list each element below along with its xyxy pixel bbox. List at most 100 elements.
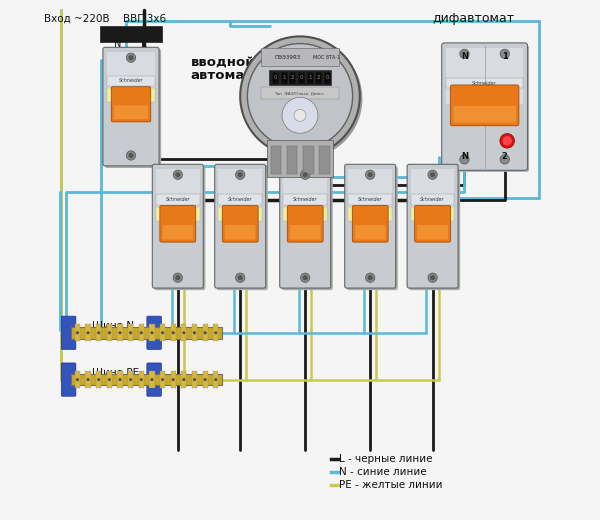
Circle shape <box>203 331 206 334</box>
Bar <box>307 72 314 84</box>
Bar <box>160 324 165 341</box>
Bar <box>349 169 392 221</box>
Circle shape <box>182 378 185 381</box>
Text: вводной: вводной <box>191 56 256 69</box>
Bar <box>107 88 155 102</box>
Circle shape <box>97 378 100 381</box>
Circle shape <box>182 331 185 334</box>
Circle shape <box>214 331 217 334</box>
Bar <box>128 324 133 341</box>
Bar <box>107 52 155 101</box>
FancyBboxPatch shape <box>105 49 161 168</box>
Bar <box>446 48 523 104</box>
Bar <box>100 26 162 42</box>
Circle shape <box>282 97 318 133</box>
Circle shape <box>238 172 243 177</box>
Text: Вход ~220В: Вход ~220В <box>44 14 110 24</box>
FancyBboxPatch shape <box>415 205 451 242</box>
Text: 2: 2 <box>502 152 508 161</box>
Bar <box>324 72 331 84</box>
Text: МОС 8ТА-1: МОС 8ТА-1 <box>313 55 341 60</box>
FancyBboxPatch shape <box>222 205 258 242</box>
Circle shape <box>151 378 154 381</box>
Text: L: L <box>141 39 147 49</box>
Bar <box>75 371 80 388</box>
Bar <box>107 324 112 341</box>
Circle shape <box>173 170 182 179</box>
Bar <box>218 207 262 222</box>
Circle shape <box>172 331 175 334</box>
Bar <box>271 146 281 174</box>
Circle shape <box>500 134 514 148</box>
Circle shape <box>243 39 362 159</box>
Circle shape <box>500 155 509 164</box>
FancyBboxPatch shape <box>111 87 151 122</box>
Circle shape <box>500 49 509 59</box>
FancyBboxPatch shape <box>287 205 323 242</box>
Bar <box>160 371 165 388</box>
Text: 0: 0 <box>326 75 329 81</box>
Bar <box>181 324 187 341</box>
Circle shape <box>460 155 469 164</box>
Bar <box>71 327 222 339</box>
Circle shape <box>365 170 375 179</box>
Circle shape <box>301 170 310 179</box>
Bar <box>149 324 155 341</box>
Bar <box>156 207 200 222</box>
Circle shape <box>236 273 245 282</box>
Circle shape <box>127 53 136 62</box>
FancyBboxPatch shape <box>417 225 448 240</box>
Bar <box>261 87 339 99</box>
Circle shape <box>140 331 143 334</box>
FancyBboxPatch shape <box>280 164 331 288</box>
Circle shape <box>368 172 373 177</box>
Circle shape <box>140 378 143 381</box>
FancyBboxPatch shape <box>282 166 333 290</box>
Circle shape <box>151 331 154 334</box>
Bar <box>446 79 523 88</box>
Text: Шина РЕ: Шина РЕ <box>92 368 139 379</box>
Bar <box>181 371 187 388</box>
Bar <box>75 324 80 341</box>
Circle shape <box>460 49 469 59</box>
Text: Schneider: Schneider <box>228 197 253 202</box>
Text: Schneider: Schneider <box>293 197 317 202</box>
Bar <box>170 324 176 341</box>
Bar <box>283 169 327 221</box>
FancyBboxPatch shape <box>454 106 516 123</box>
Circle shape <box>175 172 181 177</box>
Text: B10: B10 <box>421 209 444 219</box>
Circle shape <box>214 378 217 381</box>
Text: 0: 0 <box>274 75 277 81</box>
Bar <box>269 70 331 85</box>
Bar <box>218 169 262 221</box>
Circle shape <box>76 378 79 381</box>
Circle shape <box>175 275 181 280</box>
Circle shape <box>173 273 182 282</box>
Bar <box>71 374 222 385</box>
Circle shape <box>127 151 136 160</box>
FancyBboxPatch shape <box>225 225 256 240</box>
Bar <box>118 324 122 341</box>
FancyBboxPatch shape <box>152 164 203 288</box>
Bar <box>267 140 333 177</box>
Circle shape <box>128 153 134 158</box>
FancyBboxPatch shape <box>352 205 388 242</box>
FancyBboxPatch shape <box>114 106 148 119</box>
Bar <box>283 207 327 222</box>
FancyBboxPatch shape <box>163 225 193 240</box>
Circle shape <box>76 331 79 334</box>
FancyBboxPatch shape <box>147 316 161 349</box>
Bar <box>261 48 339 67</box>
Bar <box>85 371 91 388</box>
FancyBboxPatch shape <box>407 164 458 288</box>
Text: N: N <box>461 53 468 61</box>
Text: B16: B16 <box>167 209 189 219</box>
Bar <box>283 194 327 205</box>
Circle shape <box>428 273 437 282</box>
Circle shape <box>172 378 175 381</box>
Circle shape <box>193 331 196 334</box>
FancyBboxPatch shape <box>217 166 268 290</box>
FancyBboxPatch shape <box>61 316 76 349</box>
Circle shape <box>238 275 243 280</box>
